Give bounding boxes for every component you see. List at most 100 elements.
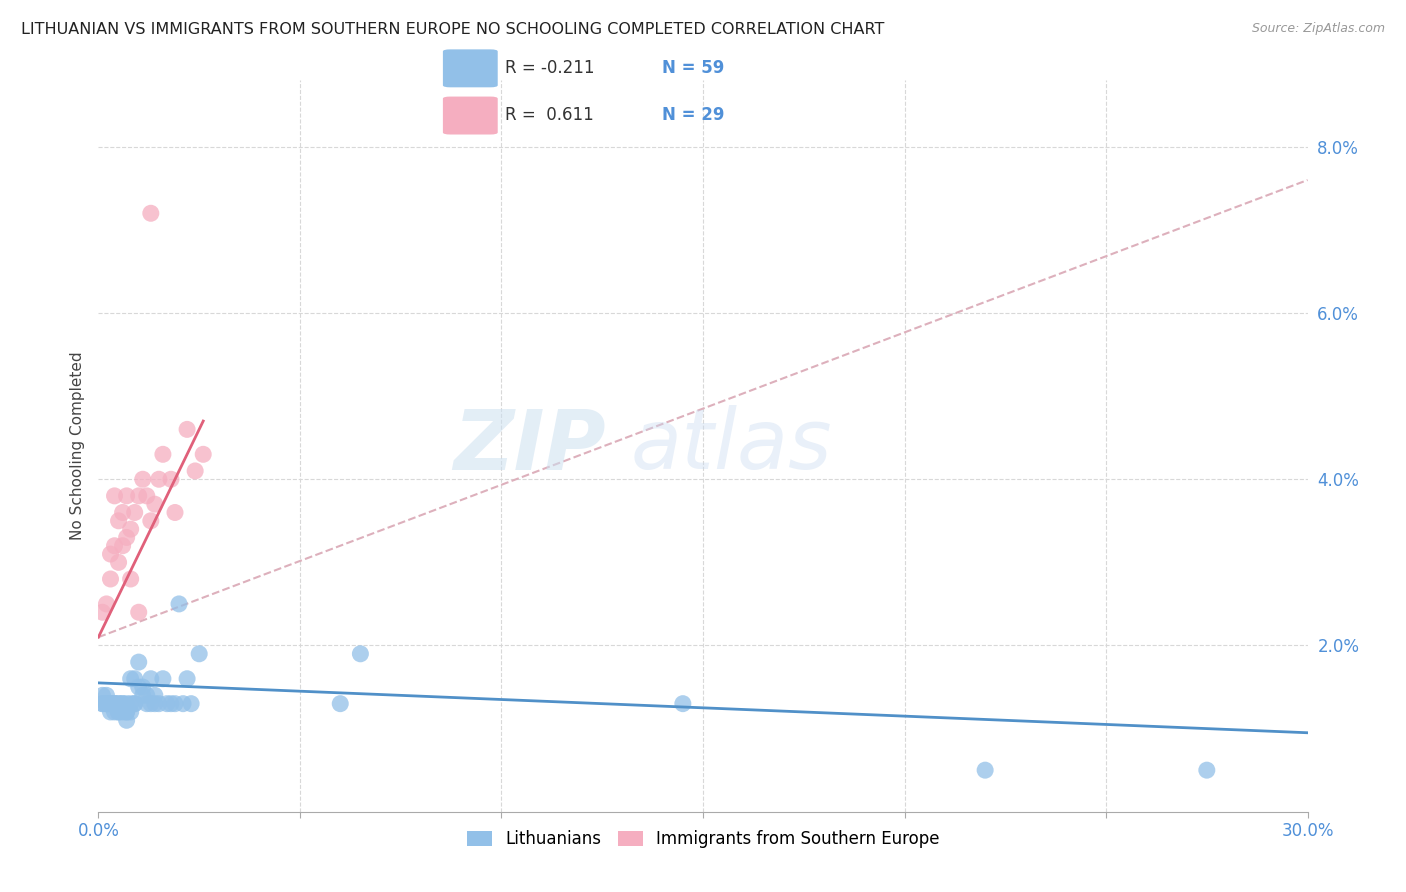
Text: LITHUANIAN VS IMMIGRANTS FROM SOUTHERN EUROPE NO SCHOOLING COMPLETED CORRELATION: LITHUANIAN VS IMMIGRANTS FROM SOUTHERN E… xyxy=(21,22,884,37)
FancyBboxPatch shape xyxy=(443,96,498,135)
Point xyxy=(107,697,129,711)
Point xyxy=(128,605,150,619)
Point xyxy=(111,506,134,520)
Point xyxy=(91,689,114,703)
Point xyxy=(100,572,122,586)
Point xyxy=(111,697,134,711)
Point xyxy=(120,697,142,711)
Point xyxy=(167,597,190,611)
Point xyxy=(135,489,157,503)
Point xyxy=(115,714,138,728)
Point xyxy=(107,705,129,719)
Point xyxy=(96,697,118,711)
Point xyxy=(115,705,138,719)
Point xyxy=(103,539,125,553)
Point xyxy=(160,697,183,711)
Point xyxy=(143,497,166,511)
FancyBboxPatch shape xyxy=(443,49,498,87)
Point xyxy=(96,597,118,611)
Point xyxy=(115,697,138,711)
Text: N = 59: N = 59 xyxy=(662,60,724,78)
Text: R = -0.211: R = -0.211 xyxy=(505,60,595,78)
Point xyxy=(128,680,150,694)
Text: atlas: atlas xyxy=(630,406,832,486)
Point xyxy=(120,672,142,686)
Point xyxy=(128,655,150,669)
Point xyxy=(91,605,114,619)
Y-axis label: No Schooling Completed: No Schooling Completed xyxy=(69,351,84,541)
Point xyxy=(120,705,142,719)
Point xyxy=(163,506,186,520)
Point xyxy=(100,547,122,561)
Point xyxy=(176,672,198,686)
Point xyxy=(96,697,118,711)
Point xyxy=(160,472,183,486)
Point xyxy=(103,489,125,503)
Legend: Lithuanians, Immigrants from Southern Europe: Lithuanians, Immigrants from Southern Eu… xyxy=(460,823,946,855)
Point xyxy=(107,555,129,569)
Text: Source: ZipAtlas.com: Source: ZipAtlas.com xyxy=(1251,22,1385,36)
Point xyxy=(100,697,122,711)
Point xyxy=(96,697,118,711)
Point xyxy=(103,697,125,711)
Point xyxy=(120,522,142,536)
Point xyxy=(115,705,138,719)
Point xyxy=(193,447,215,461)
Point xyxy=(135,689,157,703)
Point xyxy=(103,697,125,711)
Point xyxy=(100,697,122,711)
Point xyxy=(139,672,162,686)
Point xyxy=(107,705,129,719)
Point xyxy=(132,680,155,694)
Text: R =  0.611: R = 0.611 xyxy=(505,105,593,123)
Point xyxy=(139,697,162,711)
Point xyxy=(115,530,138,544)
Point xyxy=(91,697,114,711)
Point xyxy=(120,572,142,586)
Point xyxy=(172,697,194,711)
Point xyxy=(132,472,155,486)
Text: ZIP: ZIP xyxy=(454,406,606,486)
Point xyxy=(188,647,211,661)
Point xyxy=(152,672,174,686)
Point xyxy=(163,697,186,711)
Text: N = 29: N = 29 xyxy=(662,105,724,123)
Point xyxy=(148,472,170,486)
Point xyxy=(128,489,150,503)
Point xyxy=(100,697,122,711)
Point xyxy=(180,697,202,711)
Point xyxy=(349,647,371,661)
Point xyxy=(111,705,134,719)
Point xyxy=(672,697,695,711)
Point xyxy=(143,689,166,703)
Point xyxy=(1195,763,1218,777)
Point xyxy=(132,689,155,703)
Point xyxy=(152,447,174,461)
Point xyxy=(176,422,198,436)
Point xyxy=(124,672,146,686)
Point xyxy=(329,697,352,711)
Point xyxy=(139,206,162,220)
Point xyxy=(115,489,138,503)
Point xyxy=(148,697,170,711)
Point xyxy=(184,464,207,478)
Point xyxy=(124,506,146,520)
Point xyxy=(107,697,129,711)
Point xyxy=(156,697,179,711)
Point xyxy=(103,705,125,719)
Point xyxy=(139,514,162,528)
Point xyxy=(100,697,122,711)
Point xyxy=(100,705,122,719)
Point xyxy=(96,697,118,711)
Point xyxy=(91,697,114,711)
Point xyxy=(96,689,118,703)
Point xyxy=(124,697,146,711)
Point xyxy=(107,514,129,528)
Point xyxy=(111,539,134,553)
Point xyxy=(103,697,125,711)
Point xyxy=(135,697,157,711)
Point xyxy=(143,697,166,711)
Point xyxy=(124,697,146,711)
Point xyxy=(974,763,997,777)
Point xyxy=(111,697,134,711)
